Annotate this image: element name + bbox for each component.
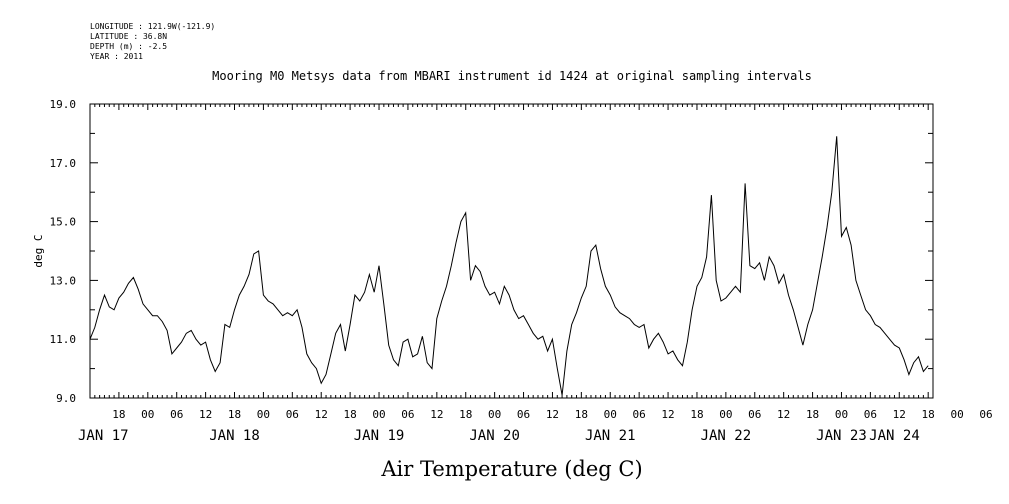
x-day-label: JAN 19 bbox=[354, 428, 405, 444]
x-hour-tick-label: 00 bbox=[141, 408, 154, 421]
x-hour-tick-label: 18 bbox=[806, 408, 819, 421]
y-tick-label: 15.0 bbox=[50, 216, 77, 229]
x-hour-tick-label: 18 bbox=[344, 408, 357, 421]
x-hour-tick-label: 12 bbox=[661, 408, 674, 421]
x-hour-tick-label: 06 bbox=[286, 408, 299, 421]
year-label: YEAR : 2011 bbox=[90, 52, 143, 61]
x-hour-tick-label: 12 bbox=[315, 408, 328, 421]
air-temperature-line bbox=[89, 136, 929, 396]
y-tick-label: 13.0 bbox=[50, 274, 77, 287]
x-day-label: JAN 17 bbox=[78, 428, 129, 444]
x-hour-tick-label: 06 bbox=[633, 408, 646, 421]
x-hour-tick-label: 12 bbox=[546, 408, 559, 421]
metadata-block: LONGITUDE : 121.9W(-121.9) LATITUDE : 36… bbox=[90, 22, 215, 62]
x-hour-tick-label: 06 bbox=[979, 408, 992, 421]
x-hour-tick-label: 12 bbox=[777, 408, 790, 421]
x-day-label: JAN 20 bbox=[469, 428, 520, 444]
depth-label: DEPTH (m) : -2.5 bbox=[90, 42, 168, 51]
longitude-label: LONGITUDE : 121.9W(-121.9) bbox=[90, 22, 216, 31]
x-hour-tick-label: 00 bbox=[604, 408, 617, 421]
x-hour-tick-label: 18 bbox=[690, 408, 703, 421]
x-hour-tick-label: 18 bbox=[922, 408, 935, 421]
x-hour-tick-label: 00 bbox=[950, 408, 963, 421]
x-hour-tick-label: 12 bbox=[430, 408, 443, 421]
x-day-label: JAN 24 bbox=[869, 428, 920, 444]
x-axis-label: Air Temperature (deg C) bbox=[380, 457, 642, 481]
x-hour-tick-label: 18 bbox=[112, 408, 125, 421]
y-axis-label: deg C bbox=[32, 234, 45, 267]
x-hour-tick-labels: 18 00 06 12 18 00 06 12 18 00 06 12 18 00 06 12 18 00 06 12… bbox=[112, 408, 1009, 421]
x-hour-tick-label: 06 bbox=[170, 408, 183, 421]
x-hour-tick-label: 06 bbox=[401, 408, 414, 421]
y-tick-label: 19.0 bbox=[50, 98, 77, 111]
x-day-label: JAN 23 bbox=[816, 428, 867, 444]
plot-frame bbox=[89, 103, 934, 399]
x-hour-tick-label: 06 bbox=[748, 408, 761, 421]
y-tick-label: 9.0 bbox=[56, 392, 76, 405]
x-hour-tick-label: 00 bbox=[835, 408, 848, 421]
x-hour-tick-label: 00 bbox=[488, 408, 501, 421]
x-hour-tick-label: 06 bbox=[517, 408, 530, 421]
y-tick-label: 11.0 bbox=[50, 333, 77, 346]
x-hour-tick-label: 00 bbox=[372, 408, 385, 421]
x-hour-tick-label: 12 bbox=[199, 408, 212, 421]
x-hour-tick-label: 18 bbox=[575, 408, 588, 421]
x-day-label: JAN 18 bbox=[209, 428, 260, 444]
y-tick-labels: 9.0 11.0 13.0 15.0 17.0 19.0 bbox=[50, 98, 77, 405]
x-hour-tick-label: 00 bbox=[257, 408, 270, 421]
x-hour-tick-label: 06 bbox=[864, 408, 877, 421]
x-hour-tick-label: 18 bbox=[459, 408, 472, 421]
latitude-label: LATITUDE : 36.8N bbox=[90, 32, 168, 41]
x-day-label: JAN 21 bbox=[585, 428, 636, 444]
x-hour-tick-label: 12 bbox=[893, 408, 906, 421]
chart-title: Mooring M0 Metsys data from MBARI instru… bbox=[212, 69, 812, 83]
x-hour-tick-label: 00 bbox=[719, 408, 732, 421]
x-hour-tick-label: 18 bbox=[228, 408, 241, 421]
x-day-label: JAN 22 bbox=[701, 428, 752, 444]
tick-marks bbox=[89, 103, 934, 399]
y-tick-label: 17.0 bbox=[50, 157, 77, 170]
x-day-labels: JAN 17 JAN 18 JAN 19 JAN 20 JAN 21 JAN 22 JAN … bbox=[78, 428, 920, 444]
